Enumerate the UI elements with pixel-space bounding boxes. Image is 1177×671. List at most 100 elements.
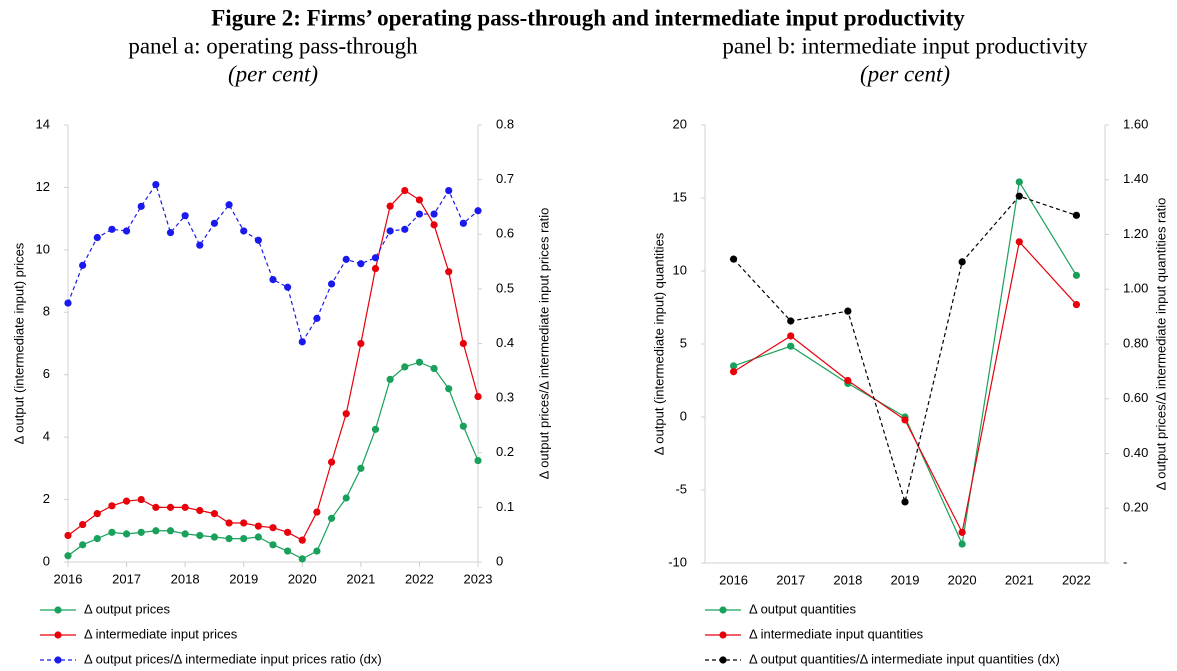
point <box>459 339 467 348</box>
point <box>166 527 175 535</box>
point <box>122 497 131 505</box>
point <box>357 339 365 348</box>
series-line <box>733 195 1077 505</box>
y-axis-title: Δ output (intermediate input) prices <box>11 242 26 444</box>
point <box>122 530 131 538</box>
point <box>240 519 248 527</box>
x-tick-label: 2016 <box>54 571 83 586</box>
point <box>298 536 306 544</box>
point <box>225 519 233 527</box>
point <box>122 227 131 235</box>
point <box>269 524 277 532</box>
point <box>137 202 145 210</box>
x-tick-label: 2016 <box>719 572 748 587</box>
y2-tick-label: 1.60 <box>1123 116 1148 131</box>
panel-title: panel a: operating pass-through <box>128 33 418 58</box>
legend-label: Δ intermediate input prices <box>84 626 238 641</box>
legend-label: Δ output prices <box>84 601 171 616</box>
y2-tick-label: 0.4 <box>496 335 514 350</box>
y2-tick-label: 0 <box>496 553 503 568</box>
point <box>415 358 424 366</box>
point <box>298 338 306 346</box>
point <box>79 541 87 549</box>
point <box>108 502 116 510</box>
point <box>210 533 219 541</box>
point <box>108 528 116 536</box>
y2-tick-label: 0.7 <box>496 171 514 186</box>
legend-marker <box>54 631 62 639</box>
point <box>166 503 175 511</box>
point <box>64 552 72 560</box>
point <box>1072 211 1081 219</box>
series-line <box>733 240 1077 535</box>
point <box>181 530 189 538</box>
y-tick-label: 12 <box>36 179 50 194</box>
point <box>844 376 852 385</box>
point <box>210 219 219 227</box>
point <box>1015 178 1023 186</box>
point <box>254 522 262 530</box>
legend-label: Δ intermediate input quantities <box>749 626 924 641</box>
point <box>401 186 409 195</box>
point <box>386 227 394 235</box>
y-tick-label: 5 <box>680 335 687 350</box>
y2-tick-label: 0.8 <box>496 116 514 131</box>
y2-tick-label: - <box>1123 554 1127 569</box>
y2-tick-label: 0.20 <box>1123 500 1148 515</box>
y2-tick-label: 0.3 <box>496 390 514 405</box>
point <box>371 264 380 273</box>
point <box>64 531 72 540</box>
y2-tick-label: 1.00 <box>1123 281 1148 296</box>
point <box>181 503 189 511</box>
y2-tick-label: 0.2 <box>496 444 514 459</box>
point <box>269 275 277 284</box>
x-tick-label: 2020 <box>948 572 977 587</box>
point <box>386 202 394 210</box>
point <box>313 508 321 516</box>
point <box>901 416 909 424</box>
y-tick-label: 10 <box>36 241 50 256</box>
legend-label: Δ output quantities/Δ intermediate input… <box>749 651 1060 666</box>
point <box>137 528 145 536</box>
y2-tick-label: 1.40 <box>1123 171 1148 186</box>
y-tick-label: 0 <box>43 553 50 568</box>
legend-marker <box>54 656 62 664</box>
point <box>313 547 321 555</box>
x-tick-label: 2022 <box>405 571 434 586</box>
point <box>240 534 248 543</box>
point <box>729 362 738 370</box>
point <box>445 268 453 276</box>
point <box>787 342 795 350</box>
point <box>181 212 189 220</box>
y-tick-label: 20 <box>673 116 687 131</box>
point <box>459 422 467 430</box>
point <box>958 528 966 536</box>
y2-tick-label: 0.40 <box>1123 445 1148 460</box>
x-tick-label: 2019 <box>891 572 920 587</box>
point <box>958 540 966 548</box>
x-tick-label: 2017 <box>112 571 141 586</box>
legend-marker <box>719 656 727 664</box>
x-tick-label: 2018 <box>171 571 200 586</box>
y-tick-label: -5 <box>675 481 687 496</box>
point <box>430 210 438 218</box>
legend-label: Δ output prices/Δ intermediate input pri… <box>84 651 382 666</box>
point <box>137 495 145 504</box>
y-tick-label: 4 <box>43 429 50 444</box>
point <box>254 236 262 244</box>
point <box>729 368 738 376</box>
point <box>459 219 467 227</box>
point <box>1072 300 1081 309</box>
point <box>93 510 101 518</box>
point <box>298 555 306 563</box>
point <box>474 207 482 215</box>
point <box>225 534 233 543</box>
point <box>93 233 101 242</box>
point <box>474 456 482 465</box>
point <box>401 363 409 371</box>
point <box>313 314 321 322</box>
point <box>901 498 909 506</box>
series-line <box>67 189 479 541</box>
y2-tick-label: 0.80 <box>1123 335 1148 350</box>
